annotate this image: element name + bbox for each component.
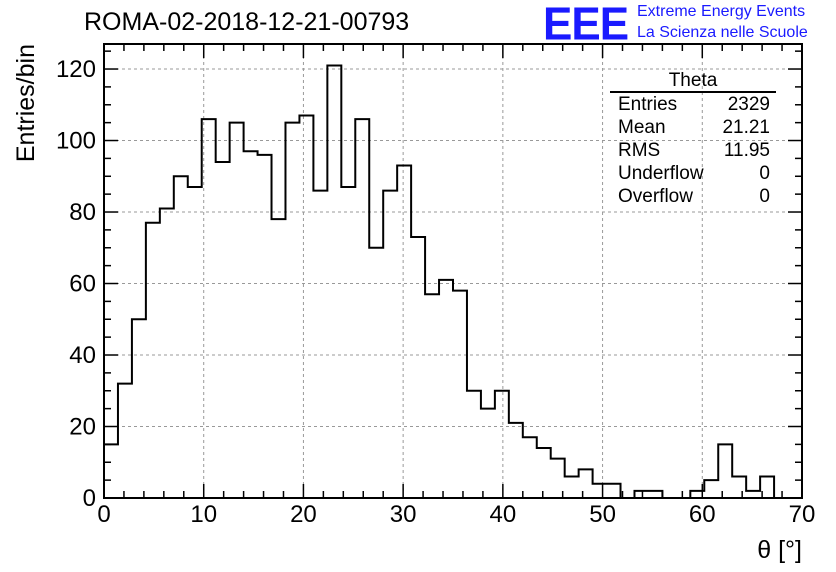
stats-row-mean: Mean 21.21 [610, 116, 776, 139]
axis-ticks [103, 44, 803, 499]
logo-line-2: La Scienza nelle Scuole [637, 24, 808, 41]
plot-frame [103, 43, 803, 499]
x-tick-label: 40 [490, 501, 517, 528]
stats-value: 0 [759, 163, 770, 184]
y-axis-label: Entries/bin [12, 44, 40, 162]
stats-row-overflow: Overflow 0 [610, 185, 776, 208]
stats-label: Entries [618, 94, 678, 115]
chart-title: ROMA-02-2018-12-21-00793 [84, 8, 410, 36]
stats-label: Mean [618, 117, 666, 138]
stats-value: 11.95 [723, 140, 770, 161]
stats-label: Overflow [618, 186, 693, 207]
logo-line-1: Extreme Energy Events [637, 3, 806, 20]
x-tick-label: 50 [589, 501, 616, 528]
stats-row-underflow: Underflow 0 [610, 162, 776, 185]
y-tick-label: 0 [83, 485, 96, 512]
x-axis-label: θ [°] [757, 536, 802, 564]
y-tick-label: 120 [56, 56, 96, 83]
y-tick-label: 60 [69, 271, 96, 298]
stats-title: Theta [610, 70, 776, 93]
y-tick-label: 20 [69, 414, 96, 441]
y-tick-label: 80 [69, 199, 96, 226]
x-tick-label: 0 [97, 501, 110, 528]
stats-value: 21.21 [722, 117, 770, 138]
grid-lines [104, 44, 802, 498]
stats-box: Theta Entries 2329 Mean 21.21 RMS 11.95 … [610, 70, 776, 208]
eee-logo: EEE [543, 0, 629, 51]
stats-label: RMS [618, 140, 661, 161]
stats-label: Underflow [618, 163, 704, 184]
x-tick-label: 30 [390, 501, 417, 528]
stats-value: 0 [759, 186, 770, 207]
x-tick-label: 70 [789, 501, 816, 528]
stats-value: 2329 [727, 94, 770, 115]
x-tick-labels: 0 10 20 30 40 50 60 70 [97, 501, 815, 528]
stats-row-rms: RMS 11.95 [610, 139, 776, 162]
y-tick-label: 40 [69, 342, 96, 369]
x-tick-label: 10 [190, 501, 217, 528]
stats-row-entries: Entries 2329 [610, 93, 776, 116]
x-tick-label: 60 [689, 501, 716, 528]
x-tick-label: 20 [290, 501, 317, 528]
y-tick-labels: 0 20 40 60 80 100 120 [56, 56, 96, 512]
y-tick-label: 100 [56, 128, 96, 155]
